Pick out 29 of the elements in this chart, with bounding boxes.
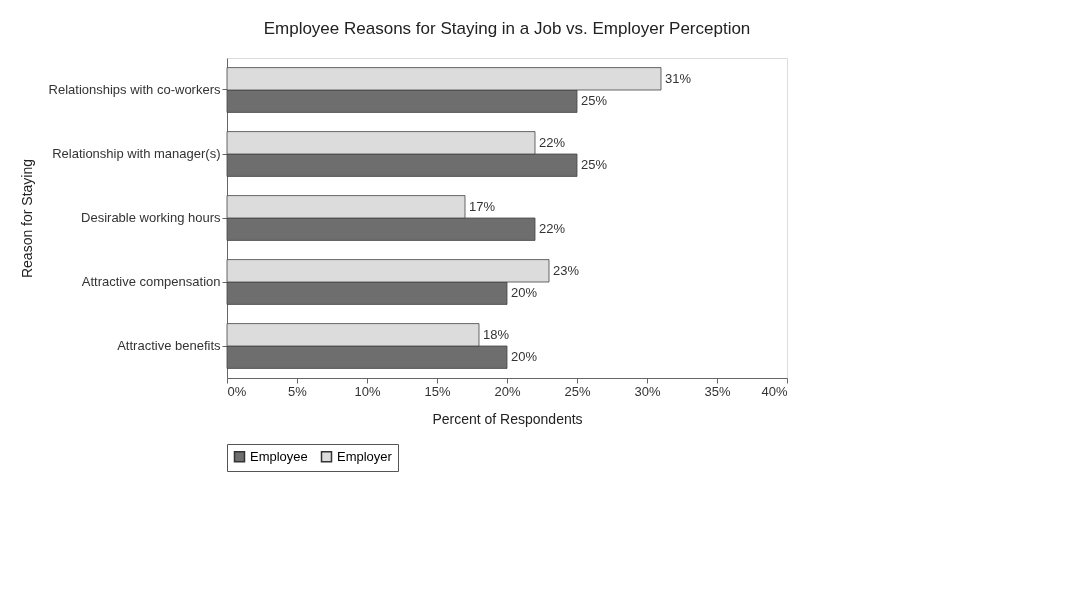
x-tick-label: 30% [634,383,661,399]
x-tick-label: 35% [704,383,731,399]
x-tick-label: 0% [227,383,247,399]
legend-label: Employee [250,448,308,464]
y-tick-label: Relationship with manager(s) [52,146,221,161]
x-tick-label: 25% [564,383,591,399]
x-tick-label: 15% [424,383,451,399]
y-axis-title: Reason for Staying [18,158,35,279]
data-label: 22% [539,221,566,237]
data-label: 20% [511,349,538,365]
data-label: 17% [469,198,496,214]
y-tick-label: Attractive benefits [117,338,221,353]
x-tick-label: 10% [354,383,381,399]
legend-label: Employer [337,448,393,464]
x-tick-label: 20% [494,383,521,399]
y-tick-label: Attractive compensation [81,274,221,289]
data-label: 20% [511,285,538,301]
x-axis-title: Percent of Respondents [432,410,583,427]
data-label: 25% [581,93,608,109]
chart-title: Employee Reasons for Staying in a Job vs. Employer Perception [263,19,751,38]
x-tick-label: 5% [288,383,308,399]
y-tick-label: Desirable working hours [81,210,221,225]
data-label: 31% [665,70,692,86]
data-label: 18% [483,326,510,342]
data-label: 25% [581,157,608,173]
data-label: 23% [553,262,580,278]
y-tick-label: Relationships with co-workers [48,82,221,97]
x-tick-label: 40% [761,383,788,399]
data-label: 22% [539,134,566,150]
